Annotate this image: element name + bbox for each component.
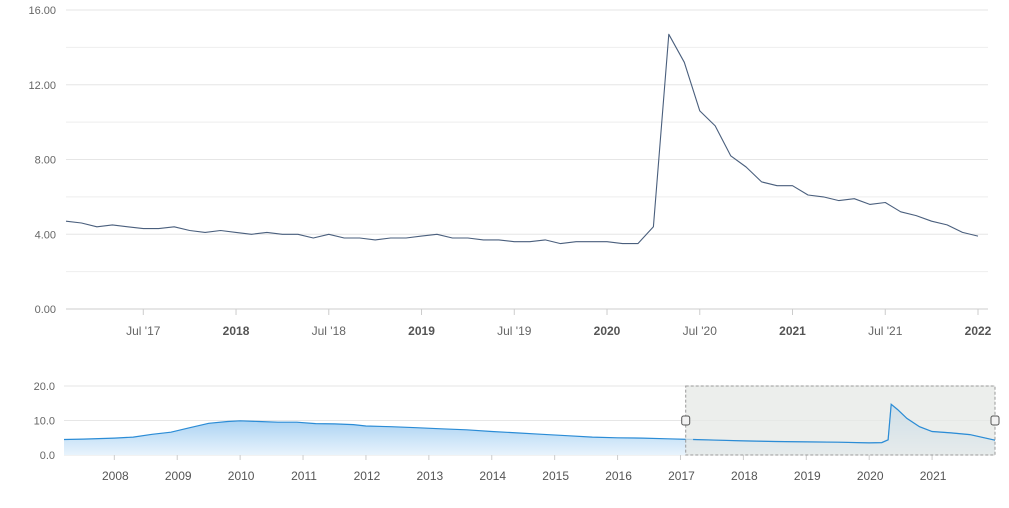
main-y-tick-label: 0.00 <box>35 304 56 316</box>
navigator-left-handle[interactable] <box>681 415 691 426</box>
navigator-x-tick-label: 2013 <box>416 469 443 483</box>
navigator-selection[interactable] <box>681 385 1000 456</box>
navigator-line-selected <box>693 403 996 444</box>
navigator-x-tick-label: 2015 <box>542 469 569 483</box>
main-x-tick-label: 2020 <box>594 324 621 338</box>
navigator-x-tick-label: 2014 <box>479 469 506 483</box>
main-y-tick-label: 12.00 <box>28 80 56 92</box>
navigator-x-tick-label: 2017 <box>668 469 695 483</box>
navigator-y-tick-label: 10.0 <box>34 416 55 428</box>
main-series-line <box>65 33 979 245</box>
main-x-tick-label: Jul '18 <box>312 324 347 338</box>
main-x-tick-label: 2022 <box>965 324 992 338</box>
navigator-x-tick-label: 2016 <box>605 469 632 483</box>
navigator-y-tick-label: 20.0 <box>34 381 55 393</box>
navigator-y-axis: 0.0 10.0 20.0 <box>34 381 55 462</box>
navigator-x-tick-label: 2009 <box>165 469 192 483</box>
main-x-tick-label: 2019 <box>408 324 435 338</box>
navigator-x-tick-label: 2018 <box>731 469 758 483</box>
main-x-tick-label: Jul '19 <box>497 324 532 338</box>
main-y-tick-label: 4.00 <box>35 229 56 241</box>
navigator-x-tick-label: 2021 <box>920 469 947 483</box>
navigator-x-tick-label: 2011 <box>291 469 317 483</box>
navigator-x-tick-label: 2019 <box>794 469 821 483</box>
main-x-tick-label: 2018 <box>223 324 250 338</box>
main-gridlines <box>66 9 988 310</box>
navigator-selected-range[interactable] <box>685 385 996 456</box>
main-y-tick-label: 16.00 <box>28 5 56 17</box>
main-y-tick-label: 8.00 <box>35 155 56 167</box>
main-x-tick-label: Jul '21 <box>868 324 903 338</box>
main-x-tick-label: Jul '20 <box>683 324 718 338</box>
navigator-y-tick-label: 0.0 <box>40 450 55 462</box>
navigator-x-tick-label: 2010 <box>228 469 255 483</box>
main-x-tick-label: Jul '17 <box>126 324 161 338</box>
navigator-x-tick-label: 2008 <box>102 469 129 483</box>
navigator-x-tick-label: 2012 <box>354 469 381 483</box>
navigator-x-axis: 2008 2009 2010 2011 2012 2013 2014 2015 2016 2017… <box>102 455 947 483</box>
main-y-axis: 0.00 4.00 8.00 12.00 16.00 <box>28 5 56 316</box>
main-x-axis: Jul '17 2018 Jul '18 2019 Jul '19 2020 Jul '20… <box>126 309 992 338</box>
main-series <box>65 33 979 245</box>
navigator-x-tick-label: 2020 <box>857 469 884 483</box>
navigator[interactable]: 0.0 10.0 20.0 2008 2009 2010 2011 2012 2013 2014… <box>34 381 1000 483</box>
navigator-right-handle[interactable] <box>990 415 1000 426</box>
main-x-tick-label: 2021 <box>779 324 806 338</box>
